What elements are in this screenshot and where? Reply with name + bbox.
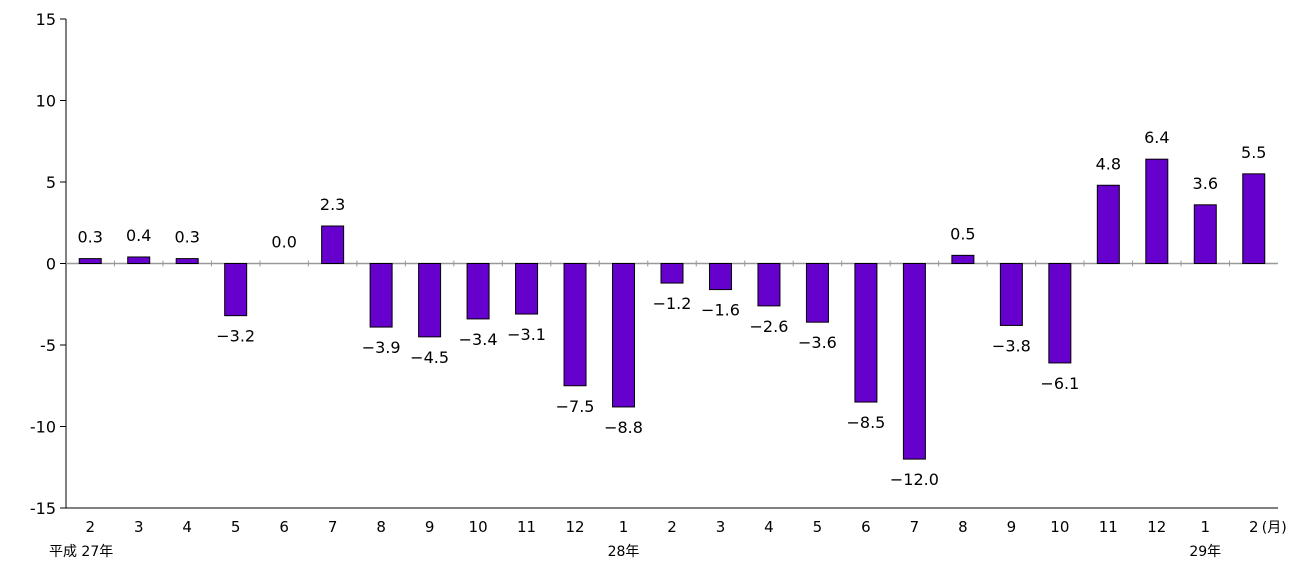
bar [1096, 184, 1120, 264]
x-tick-label: 12 [565, 518, 584, 536]
x-tick-label: 2 [667, 518, 677, 536]
bar [1242, 173, 1266, 265]
x-tick-label: 10 [1050, 518, 1069, 536]
bar [78, 258, 102, 264]
data-label: −3.2 [216, 327, 255, 346]
x-tick-label: 5 [231, 518, 241, 536]
data-label: −1.6 [701, 301, 740, 320]
data-labels: 0.3 0.4 0.3−3.20.02.3−3.9−4.5−3.4 −3.1−7.5−… [78, 128, 1267, 489]
bar [1193, 204, 1217, 265]
data-label: −8.8 [604, 418, 643, 437]
bar [951, 254, 975, 265]
x-tick-label: 5 [813, 518, 823, 536]
bar [563, 263, 587, 387]
data-label: −3.8 [992, 336, 1031, 355]
bar [854, 263, 878, 403]
x-tick-label: 1 [1201, 518, 1211, 536]
bar [418, 263, 442, 338]
y-tick-label: 15 [36, 10, 56, 29]
x-tick-label: 9 [1007, 518, 1017, 536]
x-tick-label: 3 [134, 518, 144, 536]
data-label: −4.5 [410, 348, 449, 367]
data-label: −3.4 [459, 330, 498, 349]
y-tick-label: 0 [46, 255, 56, 274]
year-label: 29年 [1189, 544, 1221, 560]
x-tick-label: 6 [279, 518, 289, 536]
x-tick-label: 11 [517, 518, 536, 536]
x-tick-label: 4 [764, 518, 774, 536]
data-label: 4.8 [1096, 154, 1121, 173]
bar [660, 263, 684, 284]
x-tick-label: 12 [1147, 518, 1166, 536]
bar [902, 263, 926, 460]
data-label: −12.0 [890, 470, 939, 489]
bar [757, 263, 781, 307]
x-tick-label: 3 [716, 518, 726, 536]
data-label: −8.5 [846, 413, 885, 432]
x-tick-label: 2 [85, 518, 95, 536]
data-label: 0.4 [126, 226, 151, 245]
y-tick-label: -15 [30, 499, 56, 518]
y-tick-label: -10 [30, 418, 56, 437]
bar [805, 263, 829, 323]
bar [708, 263, 732, 291]
data-label: 5.5 [1241, 143, 1266, 162]
x-tick-label: 2 [1249, 518, 1259, 536]
y-tick-label: 5 [46, 173, 56, 192]
year-label: 28年 [608, 544, 640, 560]
y-tick-label: -5 [40, 336, 56, 355]
data-label: 3.6 [1193, 174, 1218, 193]
x-unit-label: (月) [1262, 520, 1287, 536]
x-tick-label: 4 [182, 518, 192, 536]
data-label: 6.4 [1144, 128, 1169, 147]
bar [1145, 158, 1169, 264]
x-tick-label: 9 [425, 518, 435, 536]
y-axis: 15 10 5 0 -5 -10 -15 [30, 10, 67, 518]
data-label: 0.5 [950, 224, 975, 243]
bar [612, 263, 636, 408]
bar [1048, 263, 1072, 364]
data-label: 0.3 [174, 228, 199, 247]
x-tick-label: 11 [1099, 518, 1118, 536]
bars [78, 158, 1266, 460]
x-tick-label: 7 [910, 518, 920, 536]
x-tick-label: 7 [328, 518, 338, 536]
bar [369, 263, 393, 328]
data-label: −3.9 [362, 338, 401, 357]
x-axis: 2 3 4 5 6 7 8 9 10 11 12 1 2 3 4 5 6 7 8 9 10 11 12 1 2 (月)平成 27年… [49, 507, 1287, 560]
data-label: −3.1 [507, 325, 546, 344]
data-label: −3.6 [798, 333, 837, 352]
x-tick-label: 8 [376, 518, 386, 536]
bar [321, 225, 345, 264]
y-tick-label: 10 [36, 92, 56, 111]
data-label: 0.3 [78, 228, 103, 247]
x-tick-label: 6 [861, 518, 871, 536]
bar [127, 256, 151, 265]
bar [224, 263, 248, 317]
x-tick-label: 10 [469, 518, 488, 536]
x-tick-label: 8 [958, 518, 968, 536]
x-tick-label: 1 [619, 518, 629, 536]
bar [466, 263, 490, 320]
data-label: −2.6 [750, 317, 789, 336]
data-label: −7.5 [556, 397, 595, 416]
year-label: 平成 27年 [49, 544, 113, 560]
bar [175, 258, 199, 264]
bar [999, 263, 1023, 326]
data-label: −6.1 [1040, 374, 1079, 393]
bar [515, 263, 539, 315]
data-label: −1.2 [653, 294, 692, 313]
data-label: 0.0 [271, 233, 296, 252]
data-label: 2.3 [320, 195, 345, 214]
